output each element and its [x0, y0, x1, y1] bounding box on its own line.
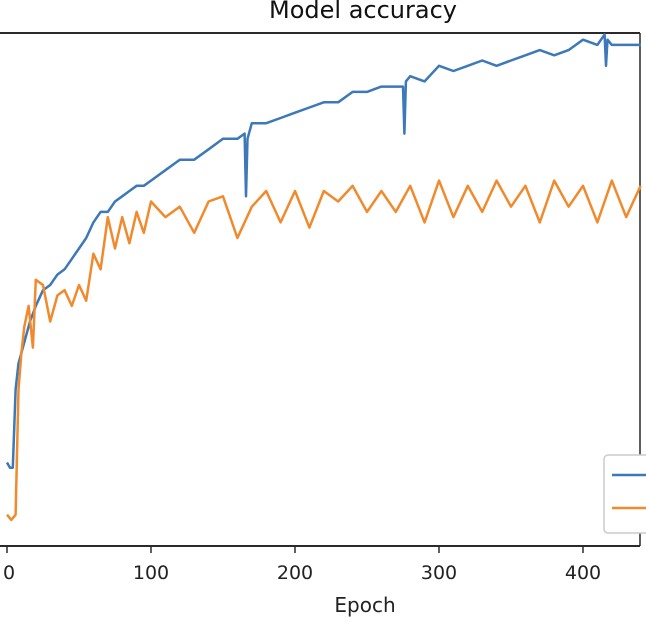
series-line-2 — [6, 179, 642, 522]
legend — [603, 454, 646, 534]
chart-title: Model accuracy — [269, 0, 457, 24]
series-line-1 — [5, 33, 641, 469]
x-axis-label: Epoch — [334, 593, 395, 617]
x-tick-label: 0 — [3, 562, 15, 584]
series-lines — [5, 33, 642, 522]
x-axis-ticks: 0 100 200 300 400 — [3, 546, 601, 584]
x-tick-label: 300 — [421, 562, 457, 584]
x-tick-label: 200 — [277, 562, 313, 584]
x-tick-label: 100 — [133, 562, 169, 584]
x-tick-label: 400 — [565, 562, 601, 584]
